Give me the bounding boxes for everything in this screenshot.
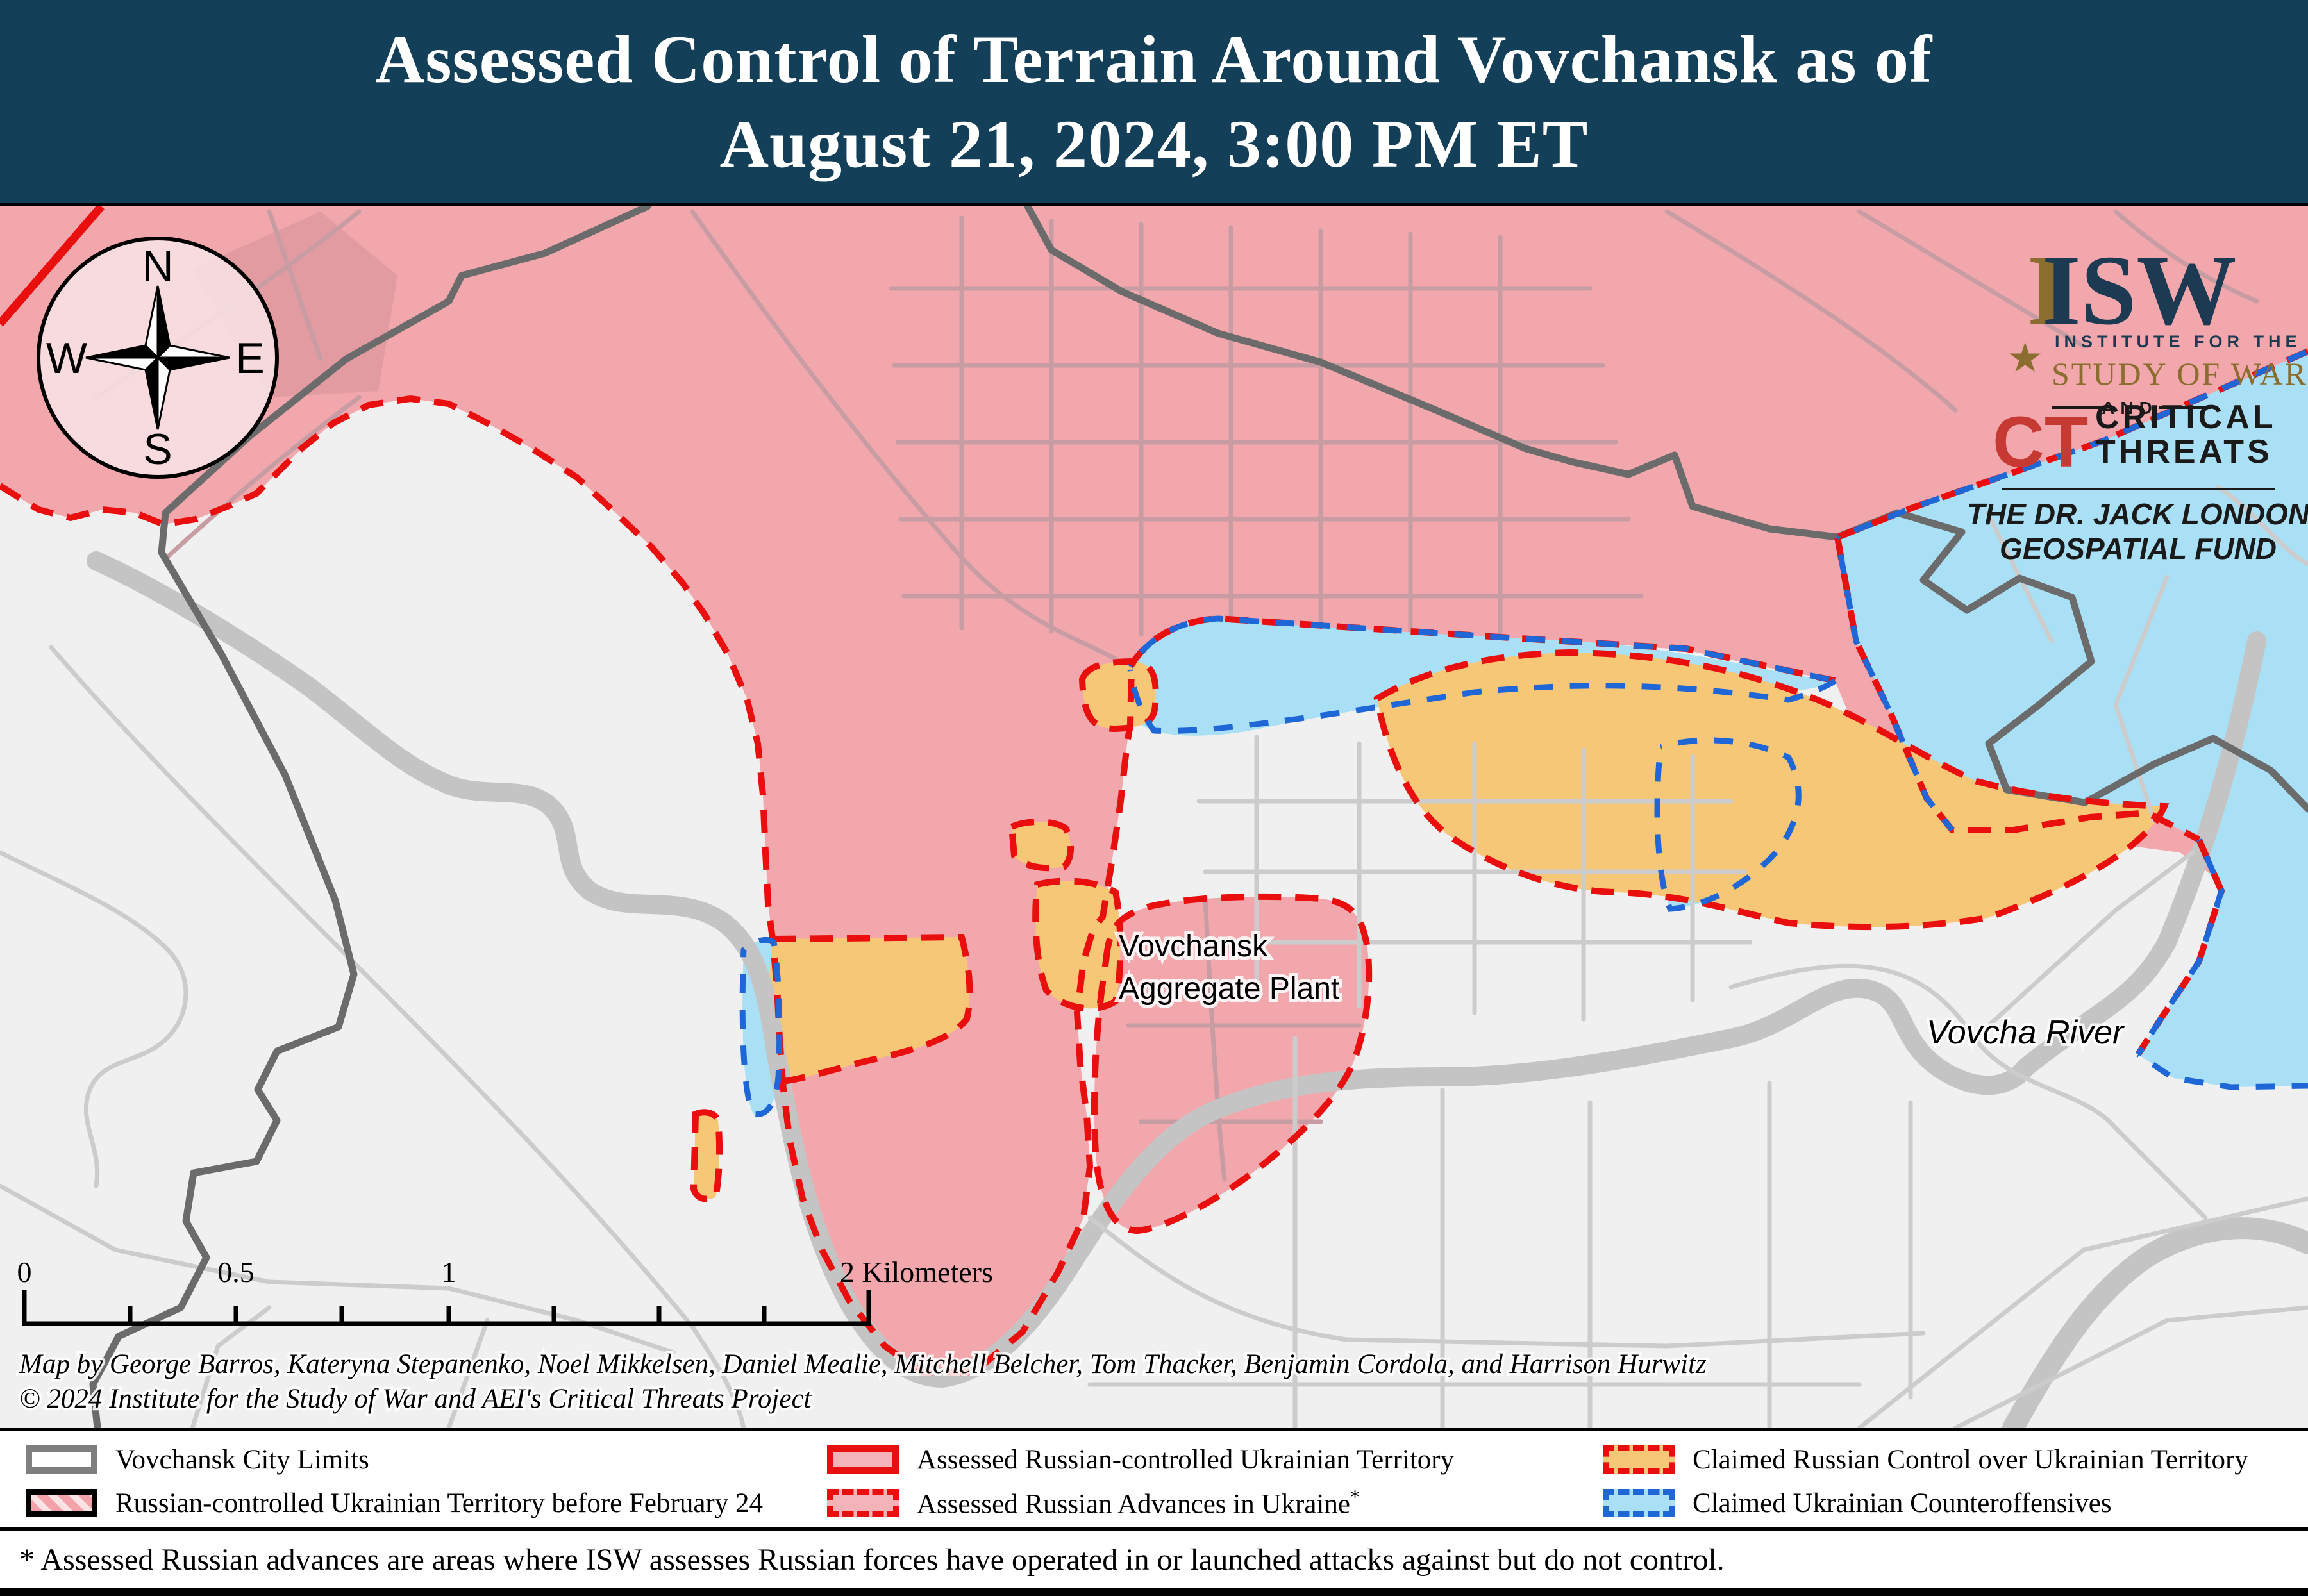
legend-item-city-limits: Vovchansk City Limits <box>26 1440 369 1479</box>
claimed-russian-areas <box>694 653 2164 1199</box>
legend-item-russian-advances: Assessed Russian Advances in Ukraine* <box>827 1484 1360 1522</box>
map-title-line1: Assessed Control of Terrain Around Vovch… <box>375 21 1933 97</box>
isw-star-icon: ★ <box>2007 335 2043 381</box>
compass-south-label: S <box>143 425 172 474</box>
ct-critical-text: CRITICAL <box>2095 399 2277 436</box>
isw-logo-text: ISW <box>2042 235 2236 345</box>
footnote-asterisk: * <box>1350 1486 1360 1508</box>
scale-label-0: 0 <box>17 1256 32 1288</box>
claimed-ukrainian-swatch <box>1603 1489 1675 1517</box>
legend-label: Assessed Russian-controlled Ukrainian Te… <box>917 1444 1455 1475</box>
orange-area-sliver-southwest <box>694 1112 720 1199</box>
scale-label-1: 1 <box>442 1256 456 1288</box>
red-solid-border <box>0 206 105 327</box>
vovcha-river <box>87 551 2308 1428</box>
attribution-line2: © 2024 Institute for the Study of War an… <box>19 1384 812 1414</box>
footnote-bar: * Assessed Russian advances are areas wh… <box>0 1527 2308 1596</box>
scale-bar <box>22 1290 871 1326</box>
footnote-text: * Assessed Russian advances are areas wh… <box>19 1543 1725 1577</box>
title-bar: Assessed Control of Terrain Around Vovch… <box>0 0 2308 206</box>
claimed-russian-swatch <box>1603 1445 1675 1474</box>
isw-study-of-war-text: STUDY OF WAR <box>2052 356 2308 392</box>
isw-logo-shadow-i: I <box>2027 235 2066 345</box>
geospatial-fund-line1: THE DR. JACK LONDON <box>1967 497 2308 531</box>
isw-institute-text: INSTITUTE FOR THE <box>2055 332 2302 351</box>
orange-area-west <box>769 937 970 1082</box>
legend-label: Claimed Ukrainian Counteroffensives <box>1693 1488 2112 1518</box>
russian-advances-swatch <box>827 1489 899 1517</box>
blue-dashed-boundaries <box>739 348 2308 1118</box>
legend-label: Assessed Russian Advances in Ukraine* <box>917 1486 1360 1520</box>
river-label: Vovcha River <box>1927 1014 2125 1051</box>
legend-item-russian-controlled: Assessed Russian-controlled Ukrainian Te… <box>827 1440 1454 1479</box>
logo-and-text: AND <box>2102 398 2158 418</box>
city-limits-swatch <box>26 1445 97 1474</box>
pre-feb-24-swatch <box>26 1489 97 1517</box>
legend-item-claimed-ukrainian: Claimed Ukrainian Counteroffensives <box>1603 1484 2112 1522</box>
scale-label-2km: 2 Kilometers <box>840 1256 993 1288</box>
ct-logo-text: CT <box>1993 402 2088 482</box>
scale-label-05: 0.5 <box>217 1256 255 1288</box>
legend-item-claimed-russian: Claimed Russian Control over Ukrainian T… <box>1603 1440 2248 1479</box>
compass-east-label: E <box>235 334 264 383</box>
geospatial-fund-line2: GEOSPATIAL FUND <box>2000 532 2277 565</box>
russian-advance-area <box>0 206 2308 1373</box>
plant-label-line2: Aggregate Plant <box>1119 972 1339 1006</box>
compass-rose: N E S W <box>37 237 279 479</box>
isw-ct-logo: I ISW ★ INSTITUTE FOR THE STUDY OF WAR A… <box>1967 235 2308 565</box>
orange-area-east <box>1377 653 2164 927</box>
legend: Vovchansk City Limits Russian-controlled… <box>0 1428 2308 1527</box>
city-limits-line <box>89 206 2308 1428</box>
orange-area-plant-north <box>1035 881 1121 1009</box>
plant-label-line1: Vovchansk <box>1119 929 1268 963</box>
map-title-line2: August 21, 2024, 3:00 PM ET <box>719 106 1589 181</box>
russian-controlled-swatch <box>827 1445 899 1474</box>
ct-threats-text: THREATS <box>2095 433 2273 470</box>
attribution-line1: Map by George Barros, Kateryna Stepanenk… <box>19 1349 1707 1379</box>
map-canvas: N E S W I ISW ★ INSTITUTE FOR THE STUDY … <box>0 206 2308 1428</box>
legend-label: Russian-controlled Ukrainian Territory b… <box>115 1488 763 1518</box>
orange-area-small-north <box>1082 661 1156 729</box>
legend-label: Vovchansk City Limits <box>115 1444 369 1475</box>
compass-north-label: N <box>142 242 173 290</box>
compass-west-label: W <box>46 334 87 383</box>
legend-item-pre-feb-24: Russian-controlled Ukrainian Territory b… <box>26 1484 763 1522</box>
orange-area-tiny-west <box>1012 822 1071 869</box>
legend-label: Claimed Russian Control over Ukrainian T… <box>1693 1444 2248 1475</box>
